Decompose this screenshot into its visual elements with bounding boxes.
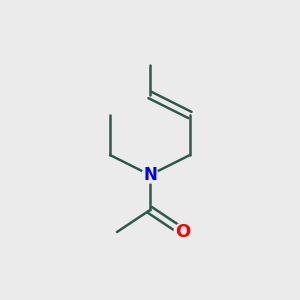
Text: N: N bbox=[143, 166, 157, 184]
Text: O: O bbox=[176, 223, 190, 241]
Circle shape bbox=[174, 223, 192, 241]
Circle shape bbox=[142, 167, 158, 183]
